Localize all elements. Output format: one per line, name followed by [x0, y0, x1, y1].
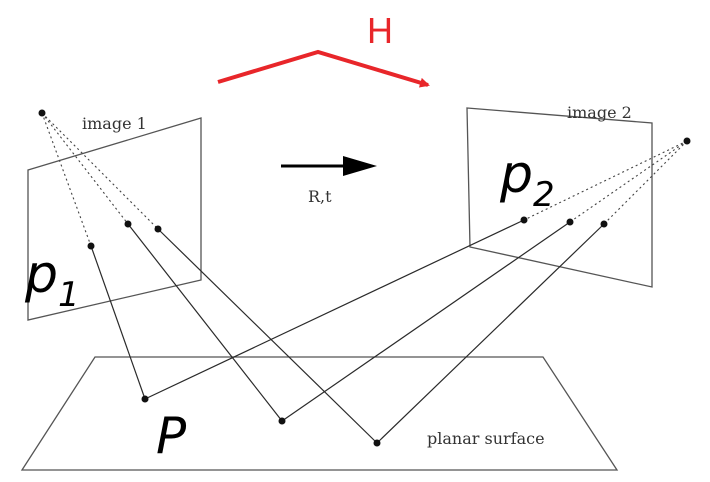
ray-p1-to-P [90, 245, 146, 400]
camera2-ray-dotted [603, 140, 688, 225]
image2-label: image 2 [567, 103, 632, 122]
ray-p2-to-P [144, 219, 525, 400]
surface-point [373, 439, 381, 447]
p2-label: p2 [499, 145, 555, 215]
camera1-ray-dotted [41, 112, 159, 230]
world-point-label: P [156, 407, 187, 465]
camera2-ray-dotted [569, 140, 688, 223]
image-plane-1 [27, 117, 202, 321]
planar-surface-label: planar surface [427, 429, 545, 448]
surface-point-P [141, 395, 149, 403]
image2-point [600, 220, 608, 228]
p2-base: p [499, 145, 533, 205]
homography-arrow [217, 49, 430, 88]
image2-point-p2 [520, 216, 528, 224]
ray-image2-to-surface [376, 223, 605, 444]
image1-point-p1 [87, 242, 95, 250]
planar-surface [20, 356, 619, 471]
ray-image1-to-surface [157, 228, 378, 444]
homography-label: H [367, 10, 393, 51]
image2-point [566, 218, 574, 226]
p1-label: p1 [24, 245, 80, 315]
image1-point [124, 220, 132, 228]
camera1-ray-dotted [41, 112, 129, 225]
p1-base: p [24, 245, 58, 305]
rt-label: R,t [308, 187, 332, 206]
camera-center-2 [683, 137, 691, 145]
ray-image2-to-surface [281, 221, 571, 422]
image1-label: image 1 [82, 114, 147, 133]
p2-subscript: 2 [533, 175, 555, 215]
surface-point [278, 417, 286, 425]
camera-center-1 [38, 109, 46, 117]
p1-subscript: 1 [58, 275, 80, 315]
image-plane-2 [466, 107, 653, 288]
ray-image1-to-surface [127, 223, 283, 422]
camera2-ray-dotted [523, 140, 688, 221]
camera1-ray-dotted [41, 112, 92, 247]
image1-point [154, 225, 162, 233]
rt-arrow-head [343, 156, 377, 176]
